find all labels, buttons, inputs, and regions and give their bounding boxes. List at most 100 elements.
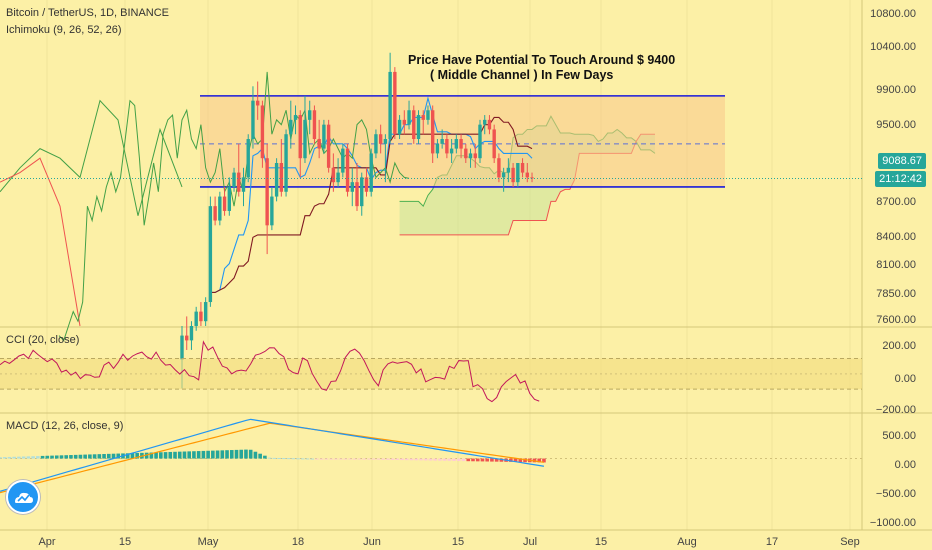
candle-body bbox=[255, 100, 260, 106]
macd-histogram-bar bbox=[36, 456, 40, 459]
macd-histogram-bar bbox=[414, 458, 419, 461]
macd-histogram-bar bbox=[367, 458, 371, 460]
macd-histogram-bar bbox=[192, 451, 196, 459]
lagging-span-history bbox=[0, 99, 183, 216]
macd-histogram-bar bbox=[12, 456, 16, 459]
candle bbox=[246, 134, 250, 183]
candle bbox=[255, 81, 260, 120]
macd-histogram-bar bbox=[400, 458, 404, 461]
candle-body bbox=[449, 148, 454, 154]
time-tick-label: Aug bbox=[677, 536, 697, 548]
macd-histogram-bar bbox=[386, 458, 390, 460]
candle bbox=[435, 139, 440, 159]
candle-body bbox=[520, 163, 525, 173]
candle bbox=[511, 163, 515, 187]
candle bbox=[270, 186, 274, 231]
candle-body bbox=[298, 115, 302, 159]
macd-histogram-bar bbox=[144, 452, 149, 459]
macd-histogram-bar bbox=[40, 455, 45, 459]
candle-body bbox=[336, 172, 340, 183]
candles bbox=[180, 52, 534, 389]
candle-body bbox=[185, 335, 189, 341]
cci-label: CCI (20, close) bbox=[6, 334, 80, 346]
macd-histogram-bar bbox=[130, 453, 135, 459]
candle bbox=[506, 158, 511, 183]
candle-body bbox=[293, 115, 298, 120]
macd-histogram-bar bbox=[305, 458, 310, 460]
time-tick-label: Sep bbox=[840, 536, 860, 548]
macd-histogram-bar bbox=[177, 451, 182, 459]
candle bbox=[520, 158, 525, 178]
macd-histogram-bar bbox=[187, 451, 191, 459]
macd-histogram-bar bbox=[31, 456, 35, 459]
macd-histogram-bar bbox=[494, 458, 499, 462]
time-tick-label: 18 bbox=[292, 536, 304, 548]
candle-body bbox=[251, 100, 255, 140]
candle bbox=[364, 167, 369, 197]
candle-body bbox=[501, 172, 506, 178]
candle-body bbox=[483, 119, 487, 125]
candle-body bbox=[303, 119, 307, 159]
tradingview-logo[interactable] bbox=[6, 480, 40, 514]
axes: 10800.00 10400.00 9900.00 9500.00 8700.00 840… bbox=[0, 8, 916, 548]
candle-body bbox=[374, 134, 378, 154]
candle-body bbox=[326, 124, 331, 168]
candle bbox=[440, 129, 444, 149]
macd-line bbox=[0, 418, 545, 492]
candle-body bbox=[478, 124, 482, 159]
macd-histogram-bar bbox=[404, 458, 409, 461]
macd-histogram-bar bbox=[428, 458, 433, 461]
candle-body bbox=[378, 134, 383, 144]
candle bbox=[525, 163, 529, 183]
candle bbox=[222, 186, 227, 216]
candle bbox=[416, 110, 421, 144]
macd-histogram-bar bbox=[73, 454, 78, 459]
macd-histogram-bar bbox=[97, 454, 102, 459]
macd-histogram-bar bbox=[163, 452, 168, 459]
candle-body bbox=[194, 311, 198, 326]
candle bbox=[369, 148, 373, 197]
candle-body bbox=[397, 119, 402, 135]
macd-tick-label: −500.00 bbox=[876, 488, 916, 500]
cloud-logo-icon bbox=[15, 492, 33, 503]
candle-body bbox=[383, 139, 388, 144]
macd-histogram-bar bbox=[509, 458, 513, 462]
candle bbox=[218, 191, 222, 226]
macd-histogram-bar bbox=[291, 458, 296, 460]
macd-histogram-bar bbox=[173, 451, 177, 459]
candle bbox=[185, 316, 189, 350]
price-tick-label: 8400.00 bbox=[876, 231, 916, 243]
macd-histogram-bar bbox=[106, 453, 111, 459]
candle bbox=[483, 115, 487, 135]
macd-histogram-bar bbox=[329, 458, 333, 460]
candle-body bbox=[241, 177, 246, 192]
macd-histogram-bar bbox=[7, 456, 12, 459]
macd-histogram-bar bbox=[357, 458, 362, 460]
macd-histogram-bar bbox=[64, 455, 69, 459]
macd-histogram-bar bbox=[471, 458, 475, 462]
candle-body bbox=[516, 163, 520, 183]
candle bbox=[336, 158, 340, 187]
macd-histogram-bar bbox=[315, 458, 319, 460]
macd-histogram-bar bbox=[125, 453, 130, 459]
macd-histogram-bar bbox=[395, 458, 400, 460]
macd-histogram-bar bbox=[149, 452, 154, 459]
candle-body bbox=[416, 115, 421, 140]
candle-body bbox=[464, 148, 468, 159]
macd-histogram-bar bbox=[433, 458, 437, 461]
candle-body bbox=[213, 206, 217, 221]
candle bbox=[227, 177, 231, 216]
candle bbox=[402, 110, 407, 135]
candle bbox=[308, 100, 312, 135]
candle bbox=[516, 163, 520, 187]
candle-body bbox=[180, 335, 184, 360]
macd-histogram-bar bbox=[215, 450, 220, 459]
candle-body bbox=[237, 172, 241, 192]
time-tick-label: May bbox=[198, 536, 219, 548]
candle bbox=[322, 119, 326, 154]
candle-body bbox=[203, 302, 208, 322]
candle-body bbox=[289, 119, 293, 135]
candle-body bbox=[274, 163, 279, 197]
